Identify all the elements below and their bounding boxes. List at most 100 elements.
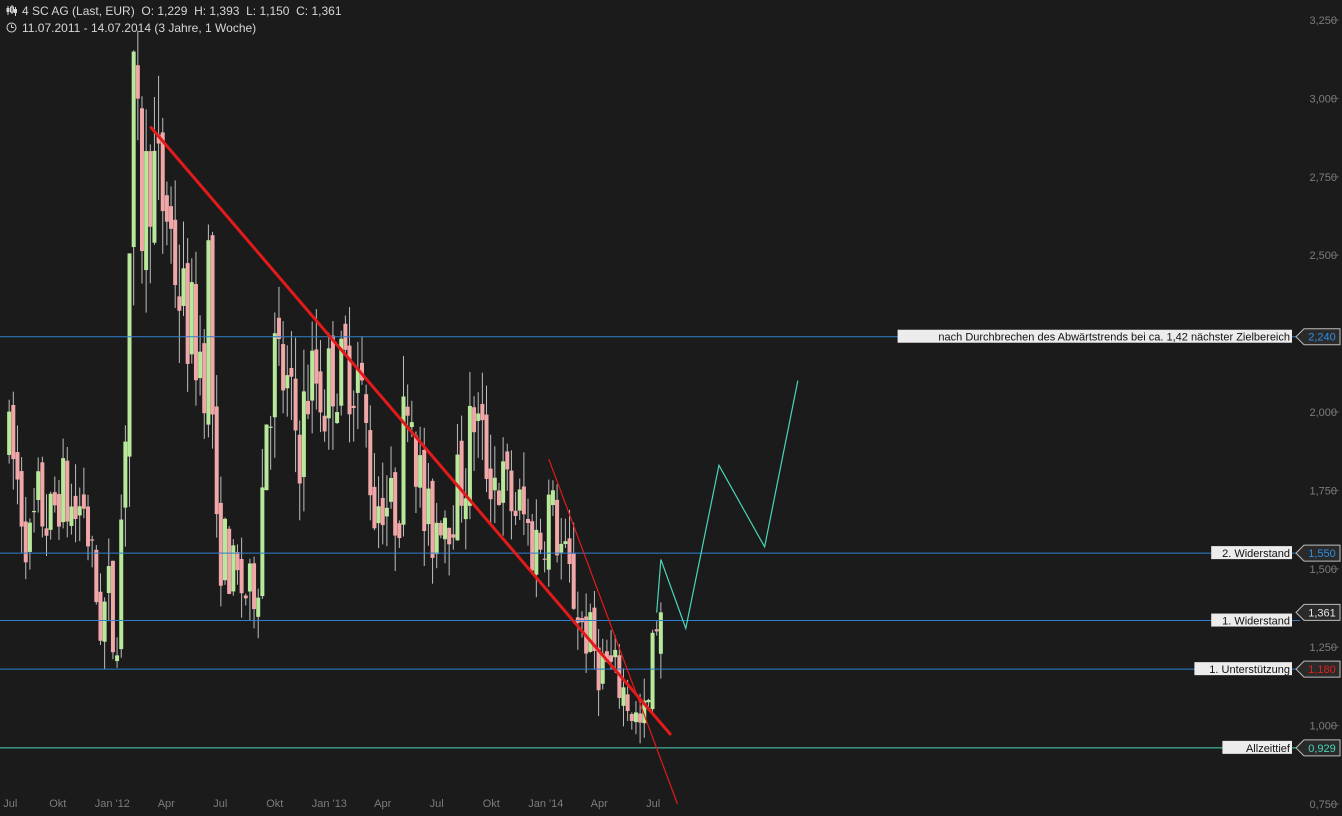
candle-body	[642, 700, 647, 724]
candle-body	[56, 494, 61, 527]
candle-body	[227, 528, 232, 594]
candle-body	[397, 523, 402, 539]
y-tick-label: 0,750	[1309, 799, 1337, 811]
candle-body	[198, 351, 203, 379]
candle-body	[638, 713, 643, 723]
candle-body	[127, 253, 132, 457]
x-tick-label: Okt	[49, 798, 66, 810]
candle-body	[513, 510, 518, 516]
candle-body	[202, 343, 207, 414]
candle-body	[260, 487, 265, 597]
candle-body	[376, 506, 381, 524]
level-annotation-bg	[897, 329, 1292, 343]
candle-body	[443, 517, 448, 540]
candle-body	[654, 629, 659, 632]
candle-body	[409, 422, 414, 428]
candle-body	[160, 132, 165, 212]
candle-body	[48, 493, 53, 530]
x-tick-label: Jul	[213, 798, 227, 810]
price-tag	[1295, 544, 1341, 562]
candle-body	[19, 471, 24, 527]
candle-body	[463, 498, 468, 520]
price-tag-label: 1,361	[1308, 607, 1336, 619]
candle-body	[293, 378, 298, 431]
candle-body	[156, 134, 161, 144]
x-tick-label: Apr	[158, 798, 175, 810]
candle-body	[488, 468, 493, 500]
x-tick-label: Jul	[3, 798, 17, 810]
price-tag-label: 1,180	[1308, 664, 1336, 676]
candle-body	[422, 449, 427, 532]
candle-body	[335, 412, 340, 424]
candle-body	[534, 529, 539, 575]
level-annotation-bg	[1211, 613, 1292, 627]
candle-body	[401, 396, 406, 525]
candle-body	[268, 426, 273, 428]
candle-body	[609, 655, 614, 662]
candle-body	[588, 612, 593, 652]
level-annotation: nach Durchbrechen des Abwärtstrends bei …	[938, 332, 1290, 344]
candle-body	[115, 655, 120, 662]
candle-body	[131, 51, 136, 248]
trendlines	[149, 125, 679, 805]
candle-body	[164, 195, 169, 222]
y-tick-label: 2,000	[1309, 407, 1337, 419]
x-tick-label: Jul	[430, 798, 444, 810]
candle-body	[604, 651, 609, 662]
y-tick-label: 1,750	[1309, 485, 1337, 497]
candle-body	[621, 687, 626, 706]
candle-body	[7, 411, 12, 455]
candle-body	[169, 206, 174, 229]
candle-body	[310, 350, 315, 401]
candle-body	[272, 333, 277, 418]
date-range: 11.07.2011 - 14.07.2014 (3 Jahre, 1 Woch…	[22, 21, 257, 35]
candle-body	[592, 607, 597, 651]
candle-body	[633, 712, 638, 723]
x-axis: Jul Okt Jan '12 Apr Jul Okt Jan '13 Apr Jul Okt Ja…	[3, 798, 660, 810]
y-tick-label: 2,750	[1309, 172, 1337, 184]
x-tick-label: Jan '12	[95, 798, 130, 810]
x-tick-label: Okt	[483, 798, 500, 810]
x-tick-label: Okt	[266, 798, 283, 810]
candle-body	[90, 539, 95, 541]
instrument-name: 4 SC AG (Last, EUR)	[22, 4, 135, 18]
candle-body	[480, 404, 485, 421]
candle-body	[98, 591, 103, 641]
y-tick-label: 3,250	[1309, 15, 1337, 27]
candlestick-icon	[6, 5, 17, 16]
candle-body	[52, 492, 57, 506]
candle-body	[15, 452, 20, 480]
candle-body	[372, 486, 377, 529]
candle-body	[347, 345, 352, 415]
candle-body	[530, 521, 535, 571]
candle-body	[218, 502, 223, 586]
x-tick-label: Jan '13	[312, 798, 347, 810]
level-annotation: 1. Widerstand	[1222, 616, 1290, 628]
candle-body	[380, 497, 385, 526]
y-tick-label: 2,500	[1309, 250, 1337, 262]
candle-body	[102, 601, 107, 642]
x-tick-label: Jan '14	[528, 798, 563, 810]
candle-body	[484, 414, 489, 479]
price-tag	[1295, 603, 1341, 621]
candle-body	[23, 521, 28, 563]
candle-body	[521, 486, 526, 515]
candle-body	[256, 597, 261, 617]
candle-body	[206, 240, 211, 425]
candle-body	[629, 714, 634, 721]
candle-body	[364, 394, 369, 423]
candle-body	[119, 519, 124, 650]
level-annotation-bg	[1194, 662, 1292, 676]
y-tick-label: 1,250	[1309, 642, 1337, 654]
candle-body	[235, 552, 240, 571]
level-labels: nach Durchbrechen des Abwärtstrends bei …	[897, 328, 1341, 757]
candle-body	[389, 477, 394, 502]
candle-body	[426, 488, 431, 525]
candle-body	[247, 563, 252, 592]
candle-body	[509, 470, 514, 512]
candle-body	[550, 490, 555, 506]
price-tag	[1295, 660, 1341, 678]
candle-body	[81, 494, 86, 509]
